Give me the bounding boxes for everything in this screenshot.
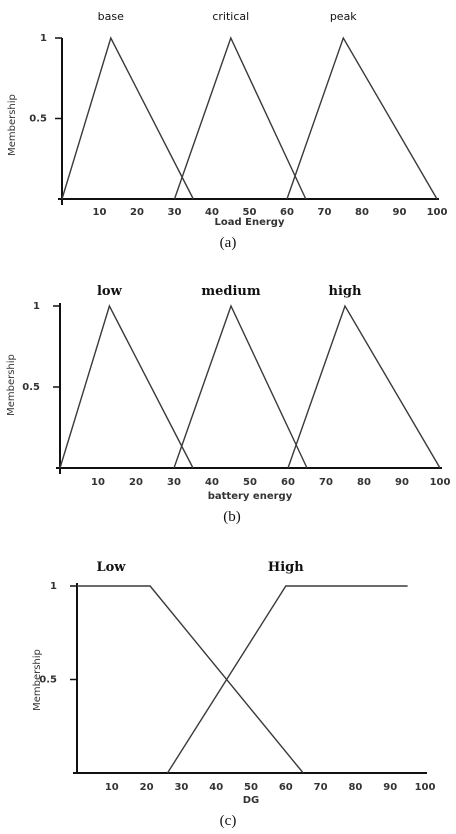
membership-function-high xyxy=(166,585,408,774)
x-tick-label: 50 xyxy=(243,207,257,218)
x-tick-label: 80 xyxy=(348,782,362,793)
x-tick-label: 40 xyxy=(205,477,219,488)
membership-function-critical xyxy=(173,36,307,200)
x-tick-label: 60 xyxy=(281,477,295,488)
y-tick-label: 0.5 xyxy=(22,382,40,393)
series-label-medium: medium xyxy=(201,284,261,299)
x-tick-label: 30 xyxy=(167,477,181,488)
series-label-high: high xyxy=(329,284,362,299)
x-tick-label: 70 xyxy=(314,782,328,793)
membership-function-low xyxy=(59,304,194,469)
membership-function-high xyxy=(287,304,441,469)
x-tick-label: 80 xyxy=(357,477,371,488)
series-label-critical: critical xyxy=(212,10,249,23)
x-tick-label: 50 xyxy=(243,477,257,488)
subfigure-caption: (b) xyxy=(223,509,241,525)
y-tick-label: 1 xyxy=(33,301,40,312)
y-axis-label: Membership xyxy=(6,354,17,416)
y-axis-label: Membership xyxy=(32,649,43,711)
series-label-peak: peak xyxy=(330,10,357,23)
x-tick-label: 90 xyxy=(395,477,409,488)
x-tick-label: 40 xyxy=(205,207,219,218)
x-tick-label: 100 xyxy=(415,782,436,793)
subfigure-caption: (a) xyxy=(220,235,237,251)
y-tick-label: 1 xyxy=(50,581,57,592)
x-tick-label: 70 xyxy=(319,477,333,488)
x-tick-label: 80 xyxy=(355,207,369,218)
series-label-high: High xyxy=(268,560,304,575)
membership-function-low xyxy=(77,585,304,774)
y-tick-label: 0.5 xyxy=(29,114,47,125)
x-axis-label: Load Energy xyxy=(215,217,285,228)
x-tick-label: 20 xyxy=(130,207,144,218)
x-axis-label: DG xyxy=(243,795,260,806)
x-tick-label: 40 xyxy=(209,782,223,793)
x-tick-label: 10 xyxy=(105,782,119,793)
series-label-base: base xyxy=(98,10,124,23)
x-tick-label: 10 xyxy=(93,207,107,218)
membership-function-base xyxy=(61,36,194,200)
x-tick-label: 100 xyxy=(427,207,448,218)
x-tick-label: 20 xyxy=(129,477,143,488)
membership-function-medium xyxy=(173,304,308,469)
y-tick-label: 0.5 xyxy=(39,675,57,686)
x-tick-label: 90 xyxy=(383,782,397,793)
x-tick-label: 30 xyxy=(168,207,182,218)
series-label-low: low xyxy=(97,284,123,299)
x-tick-label: 10 xyxy=(91,477,105,488)
x-tick-label: 60 xyxy=(280,207,294,218)
x-tick-label: 20 xyxy=(140,782,154,793)
y-tick-label: 1 xyxy=(40,33,47,44)
membership-function-peak xyxy=(286,36,438,200)
x-tick-label: 60 xyxy=(279,782,293,793)
x-tick-label: 50 xyxy=(244,782,258,793)
subfigure-caption: (c) xyxy=(220,813,237,829)
x-tick-label: 30 xyxy=(174,782,188,793)
y-axis-label: Membership xyxy=(7,94,18,156)
series-label-low: Low xyxy=(96,560,126,575)
x-tick-label: 90 xyxy=(393,207,407,218)
x-tick-label: 70 xyxy=(318,207,332,218)
x-axis-label: battery energy xyxy=(208,491,293,502)
x-tick-label: 100 xyxy=(430,477,451,488)
